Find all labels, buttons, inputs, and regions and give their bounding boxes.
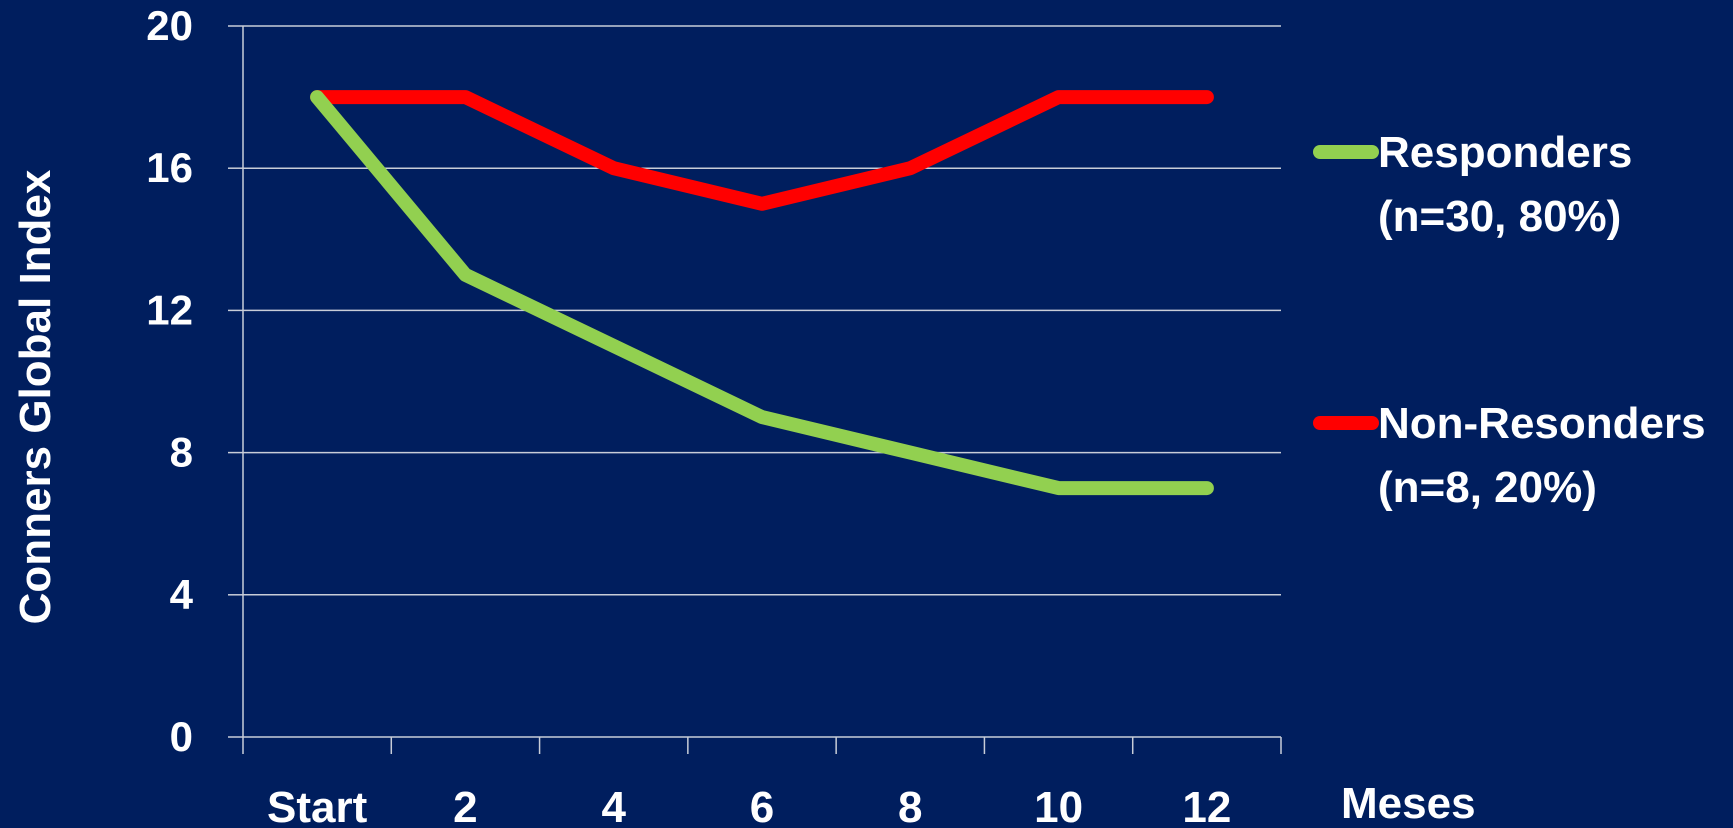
series-line-responders: [310, 90, 1214, 496]
x-tick-label: 12: [1182, 783, 1231, 828]
y-tick-label: 8: [170, 429, 193, 476]
legend-label: Responders: [1378, 128, 1632, 177]
y-tick-label: 12: [146, 286, 193, 333]
y-tick-label: 0: [170, 713, 193, 760]
axes: [228, 25, 1282, 754]
x-tick-label: 6: [750, 783, 774, 828]
x-tick-label: 8: [898, 783, 922, 828]
x-tick-label: 2: [453, 783, 477, 828]
legend: Responders (n=30, 80%) Non-Resonders (n=8, …: [1313, 128, 1706, 512]
legend-sublabel: (n=8, 20%): [1378, 463, 1597, 512]
x-tick-label: 10: [1034, 783, 1083, 828]
series-lines: [310, 90, 1214, 496]
x-tick-labels: Start 2 4 6 8 10 12: [267, 783, 1231, 828]
series-line-non-resonders: [310, 90, 1214, 211]
x-axis-label: Meses: [1341, 779, 1476, 828]
x-tick-label: Start: [267, 783, 368, 828]
y-axis-label: Conners Global Index: [11, 169, 60, 624]
y-tick-label: 20: [146, 2, 193, 49]
y-tick-label: 4: [170, 571, 194, 618]
y-tick-labels: 0 4 8 12 16 20: [146, 2, 193, 760]
legend-sublabel: (n=30, 80%): [1378, 192, 1621, 241]
x-tick-label: 4: [601, 783, 626, 828]
legend-label: Non-Resonders: [1378, 399, 1706, 448]
grid-lines: [243, 25, 1281, 596]
y-tick-label: 16: [146, 144, 193, 191]
